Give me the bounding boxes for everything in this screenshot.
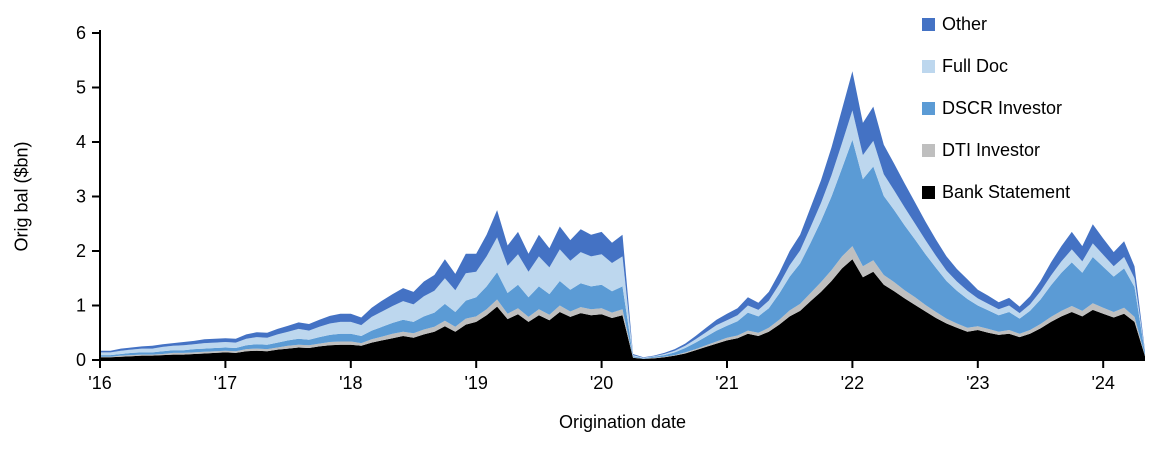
legend-item-dti-investor: DTI Investor	[922, 140, 1070, 161]
x-tick-label: '24	[1091, 373, 1114, 393]
legend-swatch-dti-investor	[922, 144, 935, 157]
y-axis-title: Orig bal ($bn)	[11, 141, 32, 252]
legend-item-dscr-investor: DSCR Investor	[922, 98, 1070, 119]
x-tick-label: '23	[966, 373, 989, 393]
legend-label-bank-statement: Bank Statement	[942, 182, 1071, 202]
legend-label-full-doc: Full Doc	[942, 56, 1009, 76]
x-tick-label: '17	[214, 373, 237, 393]
x-tick-label: '19	[464, 373, 487, 393]
legend-swatch-dscr-investor	[922, 102, 935, 115]
legend-item-full-doc: Full Doc	[922, 56, 1070, 77]
legend: Other Full Doc DSCR Investor DTI Investo…	[922, 14, 1070, 203]
legend-label-dti-investor: DTI Investor	[942, 140, 1041, 160]
y-tick-label: 5	[76, 78, 86, 98]
y-tick-label: 0	[76, 350, 86, 370]
x-tick-label: '18	[339, 373, 362, 393]
x-tick-label: '22	[841, 373, 864, 393]
legend-label-other: Other	[942, 14, 988, 34]
y-tick-label: 3	[76, 187, 86, 207]
x-axis-title: Origination date	[558, 412, 687, 432]
legend-item-other: Other	[922, 14, 1070, 35]
legend-label-dscr-investor: DSCR Investor	[942, 98, 1063, 118]
legend-swatch-other	[922, 18, 935, 31]
x-tick-label: '16	[88, 373, 111, 393]
x-tick-label: '20	[590, 373, 613, 393]
legend-item-bank-statement: Bank Statement	[922, 182, 1070, 203]
legend-swatch-bank-statement	[922, 186, 935, 199]
y-tick-label: 1	[76, 296, 86, 316]
x-tick-label: '21	[715, 373, 738, 393]
area-bank-statement	[100, 259, 1145, 360]
y-tick-label: 2	[76, 241, 86, 261]
y-tick-label: 6	[76, 23, 86, 43]
legend-swatch-full-doc	[922, 60, 935, 73]
y-tick-label: 4	[76, 132, 86, 152]
